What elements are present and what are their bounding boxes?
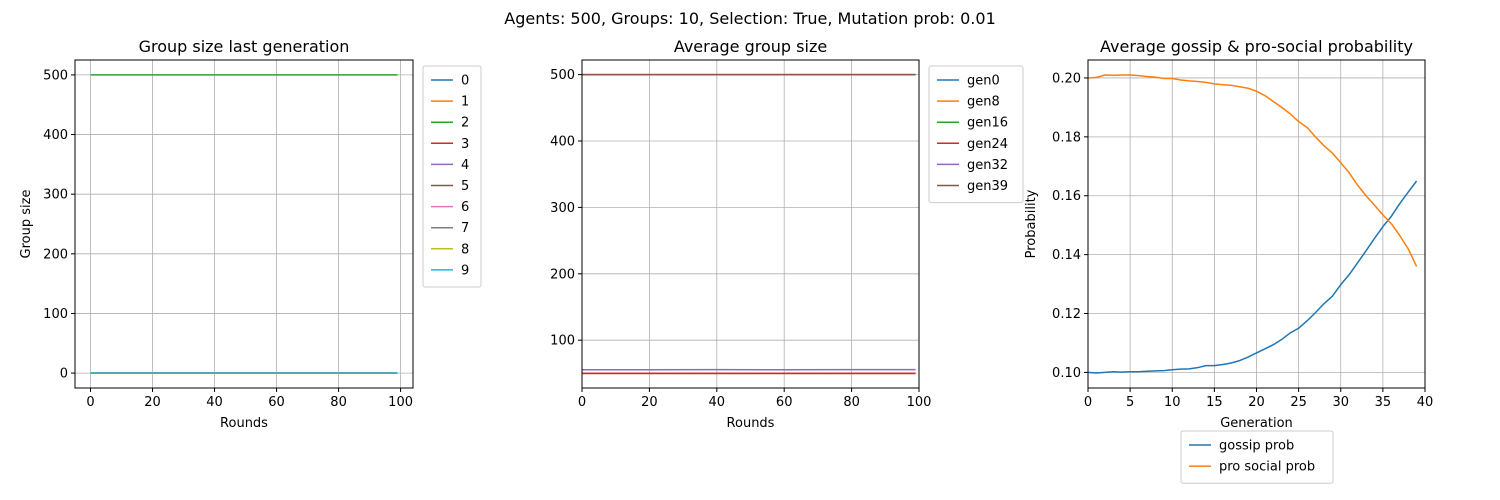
x-tick-label-2: 40 <box>709 395 726 410</box>
y-tick-label-2: 0.14 <box>1052 248 1081 263</box>
legend: 0 1 2 3 4 5 6 7 8 9 <box>422 65 482 288</box>
chart-panel-2: 0 5 10 15 20 25 30 35 40 0.10 0.12 0.14 0.16 0.18 0.20… <box>1024 37 1434 484</box>
y-tick-label-4: 500 <box>550 68 575 83</box>
y-tick-label-0: 0.10 <box>1052 366 1081 381</box>
series-line-gossip-prob <box>1087 180 1418 374</box>
legend: gen0 gen8 gen16 gen24 gen32 gen39 <box>928 65 1024 204</box>
y-tick-label-5: 500 <box>43 68 68 83</box>
legend-label-1: 1 <box>461 95 469 110</box>
y-tick-label-0: 100 <box>550 334 575 349</box>
legend-label-gen0: gen0 <box>967 74 1000 89</box>
legend-label-5: 5 <box>461 179 469 194</box>
x-tick-label-2: 10 <box>1164 395 1181 410</box>
y-tick-label-3: 300 <box>43 188 68 203</box>
y-tick-label-1: 0.12 <box>1052 307 1081 322</box>
x-tick-label-4: 80 <box>330 395 347 410</box>
legend-label-2: 2 <box>461 116 469 131</box>
legend-label-gen8: gen8 <box>967 95 1000 110</box>
x-tick-label-1: 20 <box>144 395 161 410</box>
x-axis-label: Generation <box>1220 416 1293 431</box>
y-tick-label-2: 300 <box>550 201 575 216</box>
x-tick-label-7: 35 <box>1375 395 1392 410</box>
panel-title: Average group size <box>674 37 827 56</box>
y-axis-label: Probability <box>1024 189 1039 258</box>
legend-label-8: 8 <box>461 242 469 257</box>
x-tick-label-8: 40 <box>1417 395 1434 410</box>
panel-title: Average gossip & pro-social probability <box>1100 37 1413 56</box>
x-tick-label-1: 20 <box>641 395 658 410</box>
y-tick-label-5: 0.20 <box>1052 71 1081 86</box>
panel-title: Group size last generation <box>139 37 350 56</box>
chart-panel-1: 0 20 40 60 80 100 100 200 300 400 500 Average group… <box>550 37 1024 431</box>
x-tick-label-0: 0 <box>86 395 94 410</box>
x-axis-label: Rounds <box>727 416 775 431</box>
legend-box <box>1180 430 1334 484</box>
y-tick-label-3: 0.16 <box>1052 189 1081 204</box>
legend-label-gen16: gen16 <box>967 116 1008 131</box>
legend-box <box>422 65 482 288</box>
figure-suptitle: Agents: 500, Groups: 10, Selection: True… <box>504 9 996 28</box>
x-tick-label-4: 80 <box>843 395 860 410</box>
y-tick-label-1: 100 <box>43 307 68 322</box>
y-tick-label-4: 0.18 <box>1052 130 1081 145</box>
legend-label-4: 4 <box>461 158 469 173</box>
legend: gossip prob pro social prob <box>1180 430 1334 484</box>
legend-label-0: 0 <box>461 74 469 89</box>
y-tick-label-2: 200 <box>43 247 68 262</box>
y-tick-label-0: 0 <box>60 367 68 382</box>
legend-label-3: 3 <box>461 137 469 152</box>
legend-box <box>928 65 1024 204</box>
x-tick-label-6: 30 <box>1332 395 1349 410</box>
x-tick-label-3: 60 <box>776 395 793 410</box>
x-tick-label-3: 15 <box>1206 395 1223 410</box>
x-tick-label-5: 100 <box>388 395 413 410</box>
legend-label-gen24: gen24 <box>967 137 1008 152</box>
legend-label-gen32: gen32 <box>967 158 1008 173</box>
legend-label-9: 9 <box>461 263 469 278</box>
x-tick-label-1: 5 <box>1126 395 1134 410</box>
legend-label-6: 6 <box>461 200 469 215</box>
x-tick-label-0: 0 <box>578 395 586 410</box>
x-tick-label-5: 100 <box>907 395 932 410</box>
x-tick-label-0: 0 <box>1084 395 1092 410</box>
x-tick-label-4: 20 <box>1248 395 1265 410</box>
legend-label-gossip-prob: gossip prob <box>1219 439 1294 454</box>
x-axis-label: Rounds <box>220 416 268 431</box>
legend-label-gen39: gen39 <box>967 179 1008 194</box>
plot-frame <box>581 59 920 389</box>
x-tick-label-2: 40 <box>206 395 223 410</box>
series-line-pro-social-prob <box>1087 74 1418 267</box>
y-tick-label-4: 400 <box>43 128 68 143</box>
legend-label-pro-social-prob: pro social prob <box>1219 460 1315 475</box>
x-tick-label-5: 25 <box>1290 395 1307 410</box>
x-tick-label-3: 60 <box>268 395 285 410</box>
plot-frame <box>74 59 414 389</box>
y-axis-label: Group size <box>19 190 34 259</box>
y-tick-label-3: 400 <box>550 135 575 150</box>
y-tick-label-1: 200 <box>550 267 575 282</box>
legend-label-7: 7 <box>461 221 469 236</box>
